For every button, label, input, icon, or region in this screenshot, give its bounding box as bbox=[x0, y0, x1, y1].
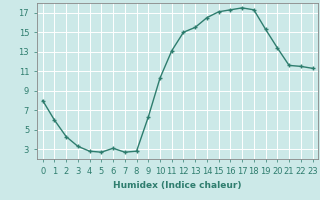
X-axis label: Humidex (Indice chaleur): Humidex (Indice chaleur) bbox=[113, 181, 242, 190]
